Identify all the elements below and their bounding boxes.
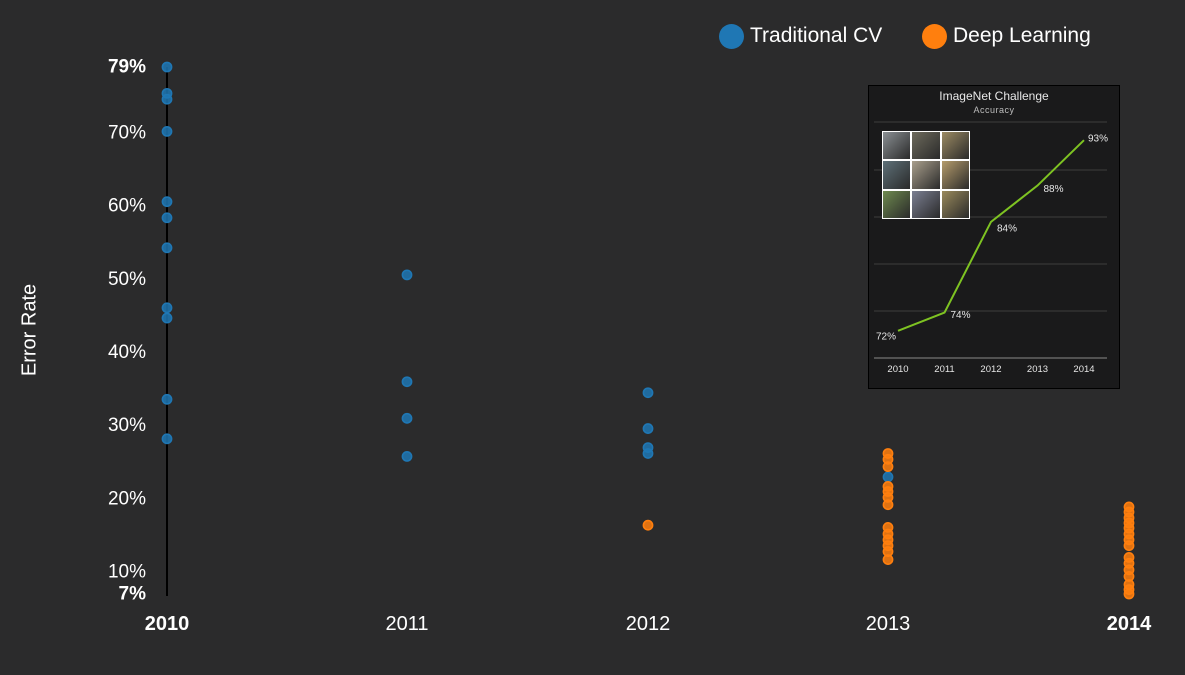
point-traditional-cv-2010-9 bbox=[161, 393, 173, 405]
point-deep-learning-2012-0 bbox=[642, 519, 654, 531]
y-tick-label-79: 79% bbox=[108, 57, 146, 78]
legend-label-traditional-cv: Traditional CV bbox=[750, 24, 883, 47]
inset-point-label-2013: 88% bbox=[1044, 184, 1064, 195]
point-traditional-cv-2012-15 bbox=[642, 387, 654, 399]
x-tick-label-2010: 2010 bbox=[145, 613, 190, 635]
imagenet-thumbnail bbox=[941, 190, 969, 218]
point-traditional-cv-2010-2 bbox=[161, 93, 173, 105]
y-tick-label-60: 60% bbox=[108, 196, 146, 217]
point-traditional-cv-2011-13 bbox=[401, 412, 413, 424]
legend-label-deep-learning: Deep Learning bbox=[953, 24, 1091, 47]
imagenet-thumbnail bbox=[941, 161, 969, 189]
legend-item-traditional-cv: Traditional CV bbox=[719, 22, 882, 50]
imagenet-thumbnail bbox=[912, 161, 940, 189]
point-deep-learning-2013-13 bbox=[882, 554, 894, 565]
legend-swatch-deep-learning bbox=[922, 23, 947, 49]
point-deep-learning-2013-7 bbox=[882, 499, 894, 511]
point-traditional-cv-2010-5 bbox=[161, 212, 173, 224]
inset-point-label-2010: 72% bbox=[876, 331, 896, 342]
inset-x-tick-2013: 2013 bbox=[1027, 364, 1048, 375]
inset-x-tick-2010: 2010 bbox=[887, 364, 908, 375]
inset-accuracy-line-chart: 72% 74% 84% 88% 93% 2010 2011 2012 2013 2014 bbox=[874, 121, 1108, 375]
point-traditional-cv-2011-14 bbox=[401, 450, 413, 462]
legend-swatch-traditional-cv bbox=[719, 23, 744, 49]
y-tick-label-20: 20% bbox=[108, 488, 146, 509]
y-tick-label-50: 50% bbox=[108, 269, 146, 290]
legend-item-deep-learning: Deep Learning bbox=[922, 22, 1091, 50]
x-tick-label-2011: 2011 bbox=[385, 613, 428, 635]
inset-x-tick-2012: 2012 bbox=[980, 364, 1001, 375]
point-deep-learning-2014-28 bbox=[1123, 588, 1135, 600]
imagenet-thumbnail bbox=[883, 132, 911, 160]
point-traditional-cv-2013-19 bbox=[882, 471, 894, 483]
inset-point-label-2014: 93% bbox=[1088, 134, 1108, 145]
point-traditional-cv-2010-7 bbox=[161, 302, 173, 314]
x-tick-label-2014: 2014 bbox=[1107, 613, 1152, 635]
point-traditional-cv-2010-4 bbox=[161, 196, 173, 208]
point-traditional-cv-2010-8 bbox=[161, 312, 173, 324]
point-deep-learning-2013-3 bbox=[882, 461, 894, 473]
imagenet-accuracy-inset: 72% 74% 84% 88% 93% 2010 2011 2012 2013 2014 Imag… bbox=[868, 85, 1120, 389]
inset-title: ImageNet Challenge bbox=[939, 89, 1049, 103]
y-tick-label-40: 40% bbox=[108, 342, 146, 363]
inset-point-label-2012: 84% bbox=[997, 223, 1017, 234]
point-traditional-cv-2011-11 bbox=[401, 269, 413, 281]
point-traditional-cv-2010-6 bbox=[161, 242, 173, 254]
point-deep-learning-2014-21 bbox=[1123, 540, 1135, 552]
inset-subtitle: Accuracy bbox=[973, 105, 1015, 115]
imagenet-thumbnail bbox=[912, 132, 940, 160]
imagenet-thumbnail-grid bbox=[882, 131, 970, 219]
point-traditional-cv-2012-16 bbox=[642, 423, 654, 434]
x-tick-label-2013: 2013 bbox=[866, 613, 911, 635]
y-axis-label: Error Rate bbox=[18, 283, 41, 377]
point-traditional-cv-2010-10 bbox=[161, 433, 173, 445]
inset-accuracy-line bbox=[897, 139, 1085, 332]
imagenet-thumbnail bbox=[912, 190, 940, 218]
y-tick-label-10: 10% bbox=[108, 562, 146, 583]
imagenet-thumbnail bbox=[883, 190, 911, 218]
x-tick-label-2012: 2012 bbox=[626, 613, 671, 635]
y-tick-label-70: 70% bbox=[108, 122, 146, 143]
point-traditional-cv-2010-3 bbox=[161, 126, 173, 137]
inset-x-tick-2014: 2014 bbox=[1073, 364, 1094, 375]
point-traditional-cv-2012-18 bbox=[642, 448, 654, 459]
inset-point-label-2011: 74% bbox=[951, 310, 971, 321]
series-deep-learning bbox=[642, 448, 1135, 600]
y-tick-label-30: 30% bbox=[108, 415, 146, 436]
point-traditional-cv-2011-12 bbox=[401, 376, 413, 388]
point-traditional-cv-2010-0 bbox=[161, 61, 173, 73]
imagenet-thumbnail bbox=[941, 132, 969, 160]
imagenet-thumbnail bbox=[883, 161, 911, 189]
series-traditional-cv bbox=[161, 61, 894, 483]
inset-x-tick-2011: 2011 bbox=[934, 364, 954, 375]
y-tick-label-7: 7% bbox=[119, 584, 147, 605]
